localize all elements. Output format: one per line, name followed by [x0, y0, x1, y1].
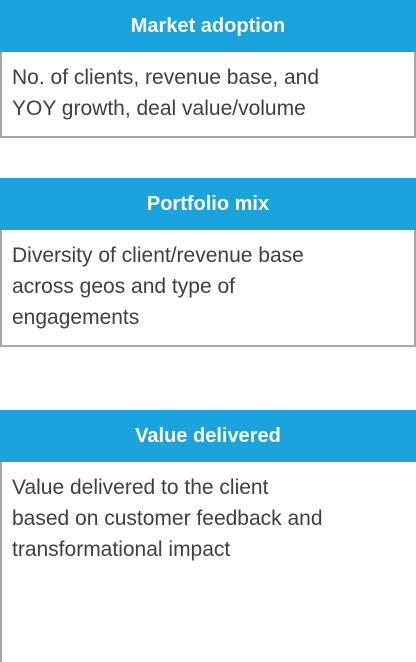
card: Value delivered Value delivered to the c…	[0, 410, 416, 662]
card-text: YOY growth, deal value/volume	[12, 97, 306, 120]
card-title: Market adoption	[0, 0, 416, 52]
card: Portfolio mix Diversity of client/revenu…	[0, 178, 416, 347]
card-title: Value delivered	[0, 410, 416, 462]
card-body: Value delivered to the client based on c…	[0, 462, 416, 662]
card-text: transformational impact	[12, 538, 231, 561]
card-body: No. of clients, revenue base, and YOY gr…	[0, 52, 416, 138]
card-text: No. of clients, revenue base, and	[12, 66, 320, 89]
card-text: across geos and type of	[12, 275, 235, 298]
card-text: Diversity of client/revenue base	[12, 244, 304, 267]
card-text: based on customer feedback and	[12, 507, 323, 530]
card-title: Portfolio mix	[0, 178, 416, 230]
card: Market adoption No. of clients, revenue …	[0, 0, 416, 138]
card-body: Diversity of client/revenue base across …	[0, 230, 416, 347]
card-text: engagements	[12, 306, 140, 329]
card-text: Value delivered to the client	[12, 476, 269, 499]
